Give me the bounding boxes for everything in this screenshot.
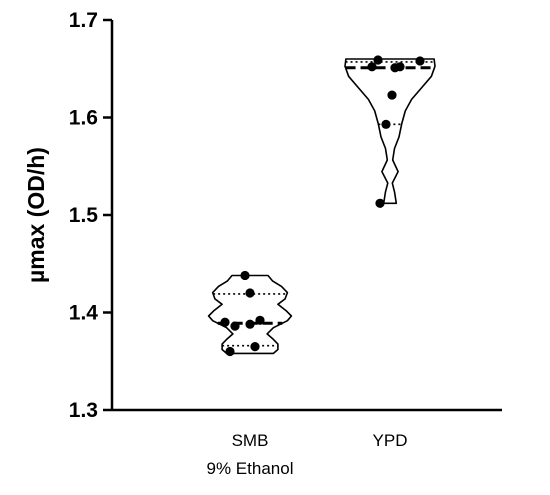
- violin-outline: [344, 58, 436, 205]
- data-point: [240, 270, 250, 281]
- y-ticks: 1.3 1.4 1.5 1.6 1.7: [69, 9, 112, 422]
- y-axis-title: µmax (OD/h): [23, 147, 49, 283]
- data-point: [381, 119, 391, 129]
- data-point: [255, 315, 265, 325]
- data-point: [395, 62, 405, 72]
- data-point: [220, 317, 230, 327]
- data-point: [245, 288, 255, 298]
- data-point: [375, 198, 385, 208]
- y-tick-label: 1.6: [69, 107, 98, 130]
- data-point: [225, 346, 235, 357]
- data-point: [250, 342, 260, 352]
- y-tick-label: 1.4: [69, 302, 99, 325]
- violins: [207, 55, 436, 357]
- data-point: [373, 55, 383, 65]
- y-tick-label: 1.5: [69, 204, 99, 227]
- x-category-labels: SMB 9% Ethanol YPD: [207, 431, 408, 478]
- violin-outline: [207, 274, 293, 355]
- y-tick-label: 1.3: [69, 399, 98, 422]
- data-point: [415, 56, 425, 66]
- data-point: [245, 319, 255, 329]
- data-point: [230, 321, 240, 331]
- x-category-label: SMB: [232, 431, 269, 450]
- data-point: [367, 62, 377, 72]
- x-category-label: YPD: [373, 431, 408, 450]
- data-point: [387, 90, 397, 100]
- x-category-label: 9% Ethanol: [207, 459, 294, 478]
- y-tick-label: 1.7: [69, 9, 98, 32]
